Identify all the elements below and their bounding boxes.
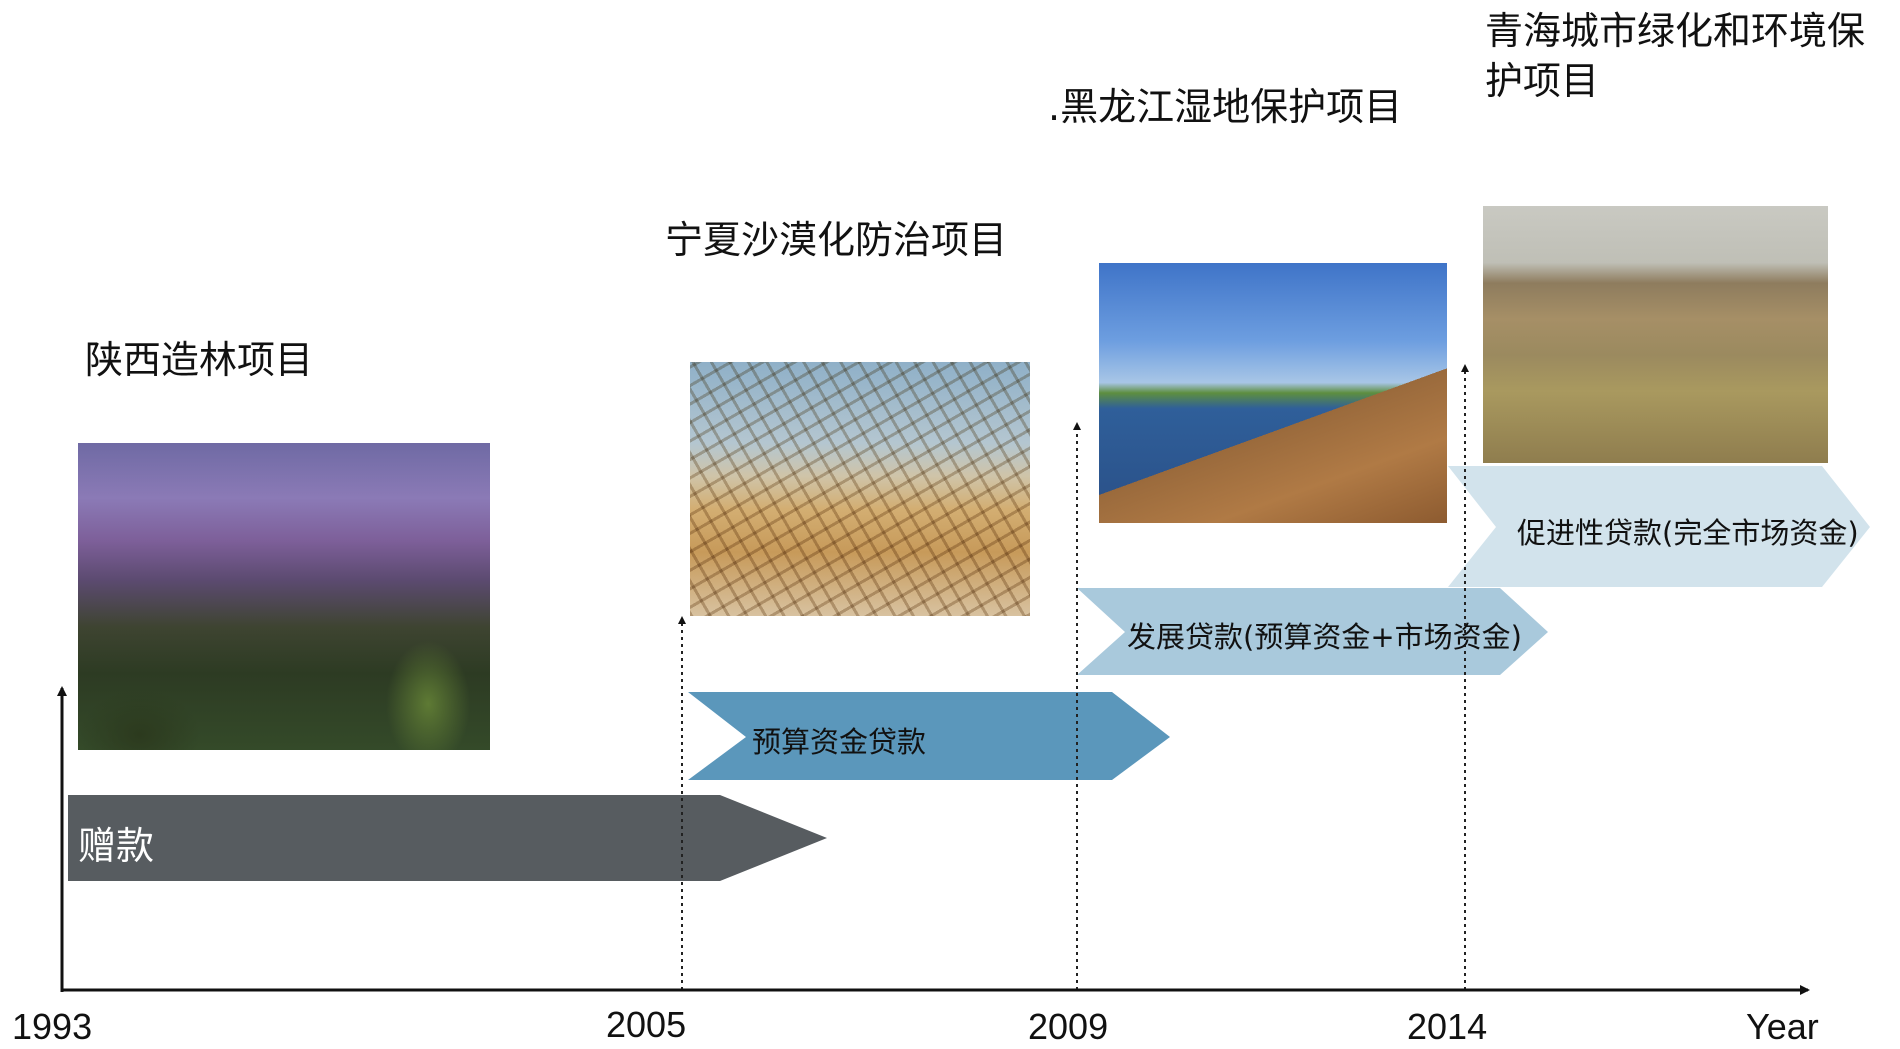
phase-arrow-development-loan: [1077, 588, 1548, 675]
project-title-shaanxi: 陕西造林项目: [85, 338, 314, 382]
phase-arrow-budget-loan: [688, 692, 1170, 780]
x-axis-unit-label: Year: [1746, 1006, 1819, 1047]
grassland-hills-photo: [1483, 206, 1828, 463]
phase-label-budget-loan: 预算资金贷款: [752, 725, 927, 759]
phase-arrow-commercial-loan: [1448, 466, 1870, 587]
project-title-qinghai: 青海城市绿化和环境保护项目: [1485, 9, 1866, 103]
year-label-2005: 2005: [606, 1004, 687, 1045]
year-label-2009: 2009: [1028, 1006, 1109, 1047]
project-title-heilongjiang: .黑龙江湿地保护项目: [1048, 85, 1403, 129]
phase-label-commercial-loan: 促进性贷款(完全市场资金): [1517, 516, 1859, 550]
mountain-forest-photo: [78, 443, 490, 750]
desert-grid-photo: [690, 362, 1030, 616]
phase-arrow-grant: [68, 795, 827, 881]
year-label-2014: 2014: [1407, 1006, 1488, 1047]
phase-label-development-loan: 发展贷款(预算资金+市场资金): [1127, 620, 1522, 654]
year-label-1993: 1993: [12, 1006, 93, 1047]
project-title-ningxia: 宁夏沙漠化防治项目: [665, 218, 1008, 262]
wetland-boardwalk-photo: [1099, 263, 1447, 523]
phase-label-grant: 赠款: [78, 824, 155, 868]
